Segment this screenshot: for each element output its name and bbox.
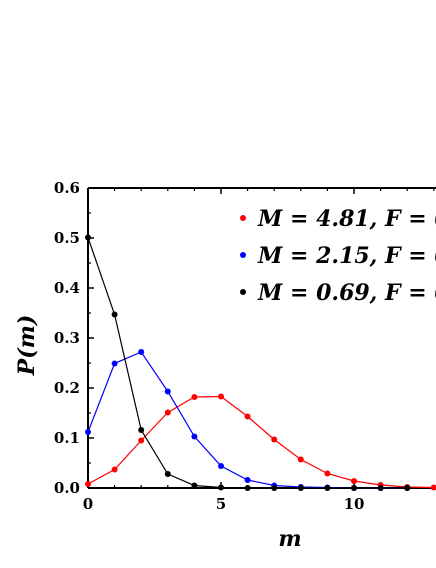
series-point — [218, 463, 224, 469]
x-tick-label: 10 — [344, 495, 365, 513]
y-tick-label: 0.0 — [54, 479, 80, 497]
series-line — [87, 395, 434, 489]
series-point — [138, 437, 145, 444]
series-point — [138, 349, 145, 355]
series-point — [297, 485, 304, 491]
legend-label: M = 4.81, F = 0.9 — [257, 206, 436, 232]
series-point — [191, 394, 198, 400]
series-line — [87, 351, 408, 489]
series-point — [430, 484, 436, 491]
series-line — [87, 237, 408, 489]
x-axis-title: m — [278, 526, 301, 552]
series-point — [324, 485, 331, 491]
plot-axes: 0.0 0.1 0.2 0.3 0.4 0.5 0.6 0 5 10 — [54, 179, 436, 513]
series-point — [164, 471, 171, 477]
series-point — [271, 436, 278, 443]
series-point — [85, 429, 91, 435]
legend-label: M = 2.15, F = 0.9 — [257, 243, 436, 269]
series-point — [111, 360, 118, 367]
series-point — [271, 485, 278, 491]
series-point — [404, 485, 411, 491]
x-tick-label: 5 — [216, 495, 226, 513]
y-axis-title: P(m) — [14, 315, 40, 377]
y-tick-label: 0.5 — [54, 229, 80, 247]
series-point — [244, 477, 251, 483]
series-point — [138, 427, 145, 433]
legend-label: M = 0.69, F = 0.9 — [257, 280, 436, 306]
series-point — [85, 234, 91, 241]
series-point — [111, 466, 118, 473]
series-point — [218, 484, 224, 491]
series-point — [218, 393, 224, 400]
axis-titles: m P(m) — [14, 315, 302, 552]
series-3 — [85, 234, 411, 491]
series-2 — [85, 349, 411, 491]
series-point — [351, 478, 357, 484]
series-point — [324, 470, 331, 477]
series-point — [85, 481, 91, 487]
series-point — [191, 433, 198, 440]
series-point — [244, 485, 251, 491]
y-tick-label: 0.2 — [54, 379, 80, 397]
y-tick-label: 0.3 — [54, 329, 80, 347]
series-point — [164, 388, 171, 395]
series-point — [351, 485, 357, 491]
series-point — [244, 413, 251, 420]
legend-marker — [240, 252, 246, 258]
y-tick-label: 0.6 — [54, 179, 80, 197]
series-point — [191, 482, 198, 489]
series-point — [297, 456, 304, 463]
series-point — [377, 485, 384, 491]
y-tick-label: 0.1 — [54, 429, 80, 447]
series-point — [164, 409, 171, 416]
series-point — [111, 311, 118, 318]
legend-marker — [240, 289, 246, 295]
x-tick-label: 0 — [83, 495, 93, 513]
plot-series — [85, 234, 436, 491]
series-1 — [85, 393, 436, 491]
legend-marker — [240, 215, 246, 221]
y-tick-label: 0.4 — [54, 279, 80, 297]
legend: M = 4.81, F = 0.9 M = 2.15, F = 0.9 M = 0.… — [240, 206, 436, 306]
